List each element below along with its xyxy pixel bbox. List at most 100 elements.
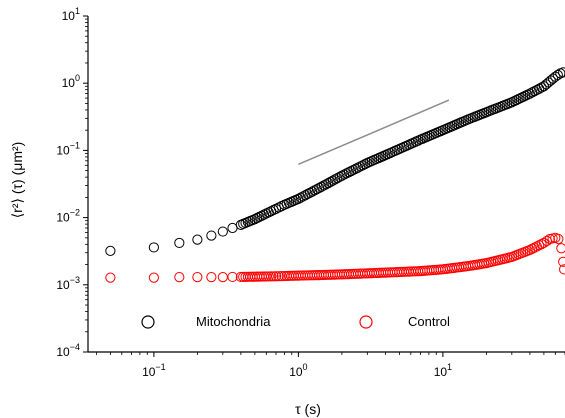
data-point [378,151,389,162]
x-tick-label: 10−1 [142,362,166,379]
data-point [373,152,384,164]
x-tick-label-base: 10 [289,365,303,379]
data-point [391,144,403,156]
data-point [426,129,437,140]
data-point [413,135,424,146]
y-tick-label: 101 [62,6,80,23]
data-point [558,256,565,267]
data-point [258,209,270,220]
y-tick-label-base: 10 [62,9,76,23]
data-point [408,137,419,148]
legend-marker-control [359,315,373,329]
data-point [513,93,524,105]
y-tick-label: 10−2 [56,208,80,225]
data-point [389,145,400,157]
data-point [384,147,396,159]
series-group [105,67,565,283]
legend: Mitochondria Control [141,314,450,329]
data-point [148,272,159,283]
data-point [558,67,565,78]
data-point [346,165,357,177]
data-point [350,163,361,174]
y-tick-label-base: 10 [56,211,70,225]
y-tick-label: 10−4 [56,342,80,359]
data-point [362,157,373,169]
data-point [442,123,453,134]
data-point [515,92,526,104]
data-point [348,164,359,176]
data-point [428,128,440,140]
data-point [387,146,398,158]
data-point [419,132,431,143]
data-point [449,120,460,131]
data-point [550,71,561,82]
data-point [266,271,277,282]
data-point [290,194,302,205]
data-point [357,160,368,171]
data-point [252,212,263,224]
data-point [288,195,299,206]
data-point [433,126,444,138]
data-point [192,272,203,283]
x-tick-label: 100 [289,362,307,379]
data-point [531,241,542,252]
data-point [217,272,228,283]
data-point [270,271,282,282]
x-tick-label-exponent: 0 [303,362,308,372]
data-point [270,203,282,214]
data-point [456,117,467,128]
y-tick-label-base: 10 [56,278,70,292]
data-point [359,159,371,170]
data-point [286,196,297,207]
data-point [527,243,538,254]
data-point [206,272,217,283]
y-tick-label-base: 10 [56,345,70,359]
data-point [435,126,446,137]
y-tick-label: 10−1 [56,140,80,157]
data-point [422,131,433,142]
legend-label-control: Control [408,314,450,329]
data-point [534,240,545,251]
data-point [336,170,347,181]
legend-marker-mitochondria [141,315,155,329]
data-point [398,141,410,152]
y-tick-label-exponent: 1 [75,6,80,16]
data-point [524,244,535,256]
y-tick-label-base: 10 [56,143,70,157]
data-point [355,161,366,172]
data-point [366,155,377,167]
data-point [403,139,414,150]
data-point [174,237,185,249]
data-point [506,97,517,108]
data-point [380,150,391,161]
x-tick-label-base: 10 [142,365,156,379]
data-point [268,271,279,282]
series-mitochondria [105,67,565,256]
y-tick-label: 10−3 [56,275,80,292]
x-tick-label-exponent: 1 [447,362,452,372]
data-point [273,271,284,282]
data-point [339,169,350,180]
y-tick-label-base: 10 [62,76,76,90]
data-point [553,233,564,245]
x-axis-title: τ (s) [295,401,321,417]
data-point [424,130,435,141]
data-point [451,119,462,130]
data-point [453,118,465,129]
data-point [447,121,458,132]
data-point [511,95,522,106]
y-tick-label-exponent: −1 [70,140,80,150]
data-point [249,213,260,225]
y-tick-label-exponent: −3 [70,275,80,285]
data-point [371,153,382,165]
x-tick-label: 101 [434,362,452,379]
series-control [105,232,565,283]
data-point [263,271,274,282]
data-point [254,211,265,222]
data-point [268,204,279,216]
x-tick-label-base: 10 [434,365,448,379]
data-point [458,116,469,127]
